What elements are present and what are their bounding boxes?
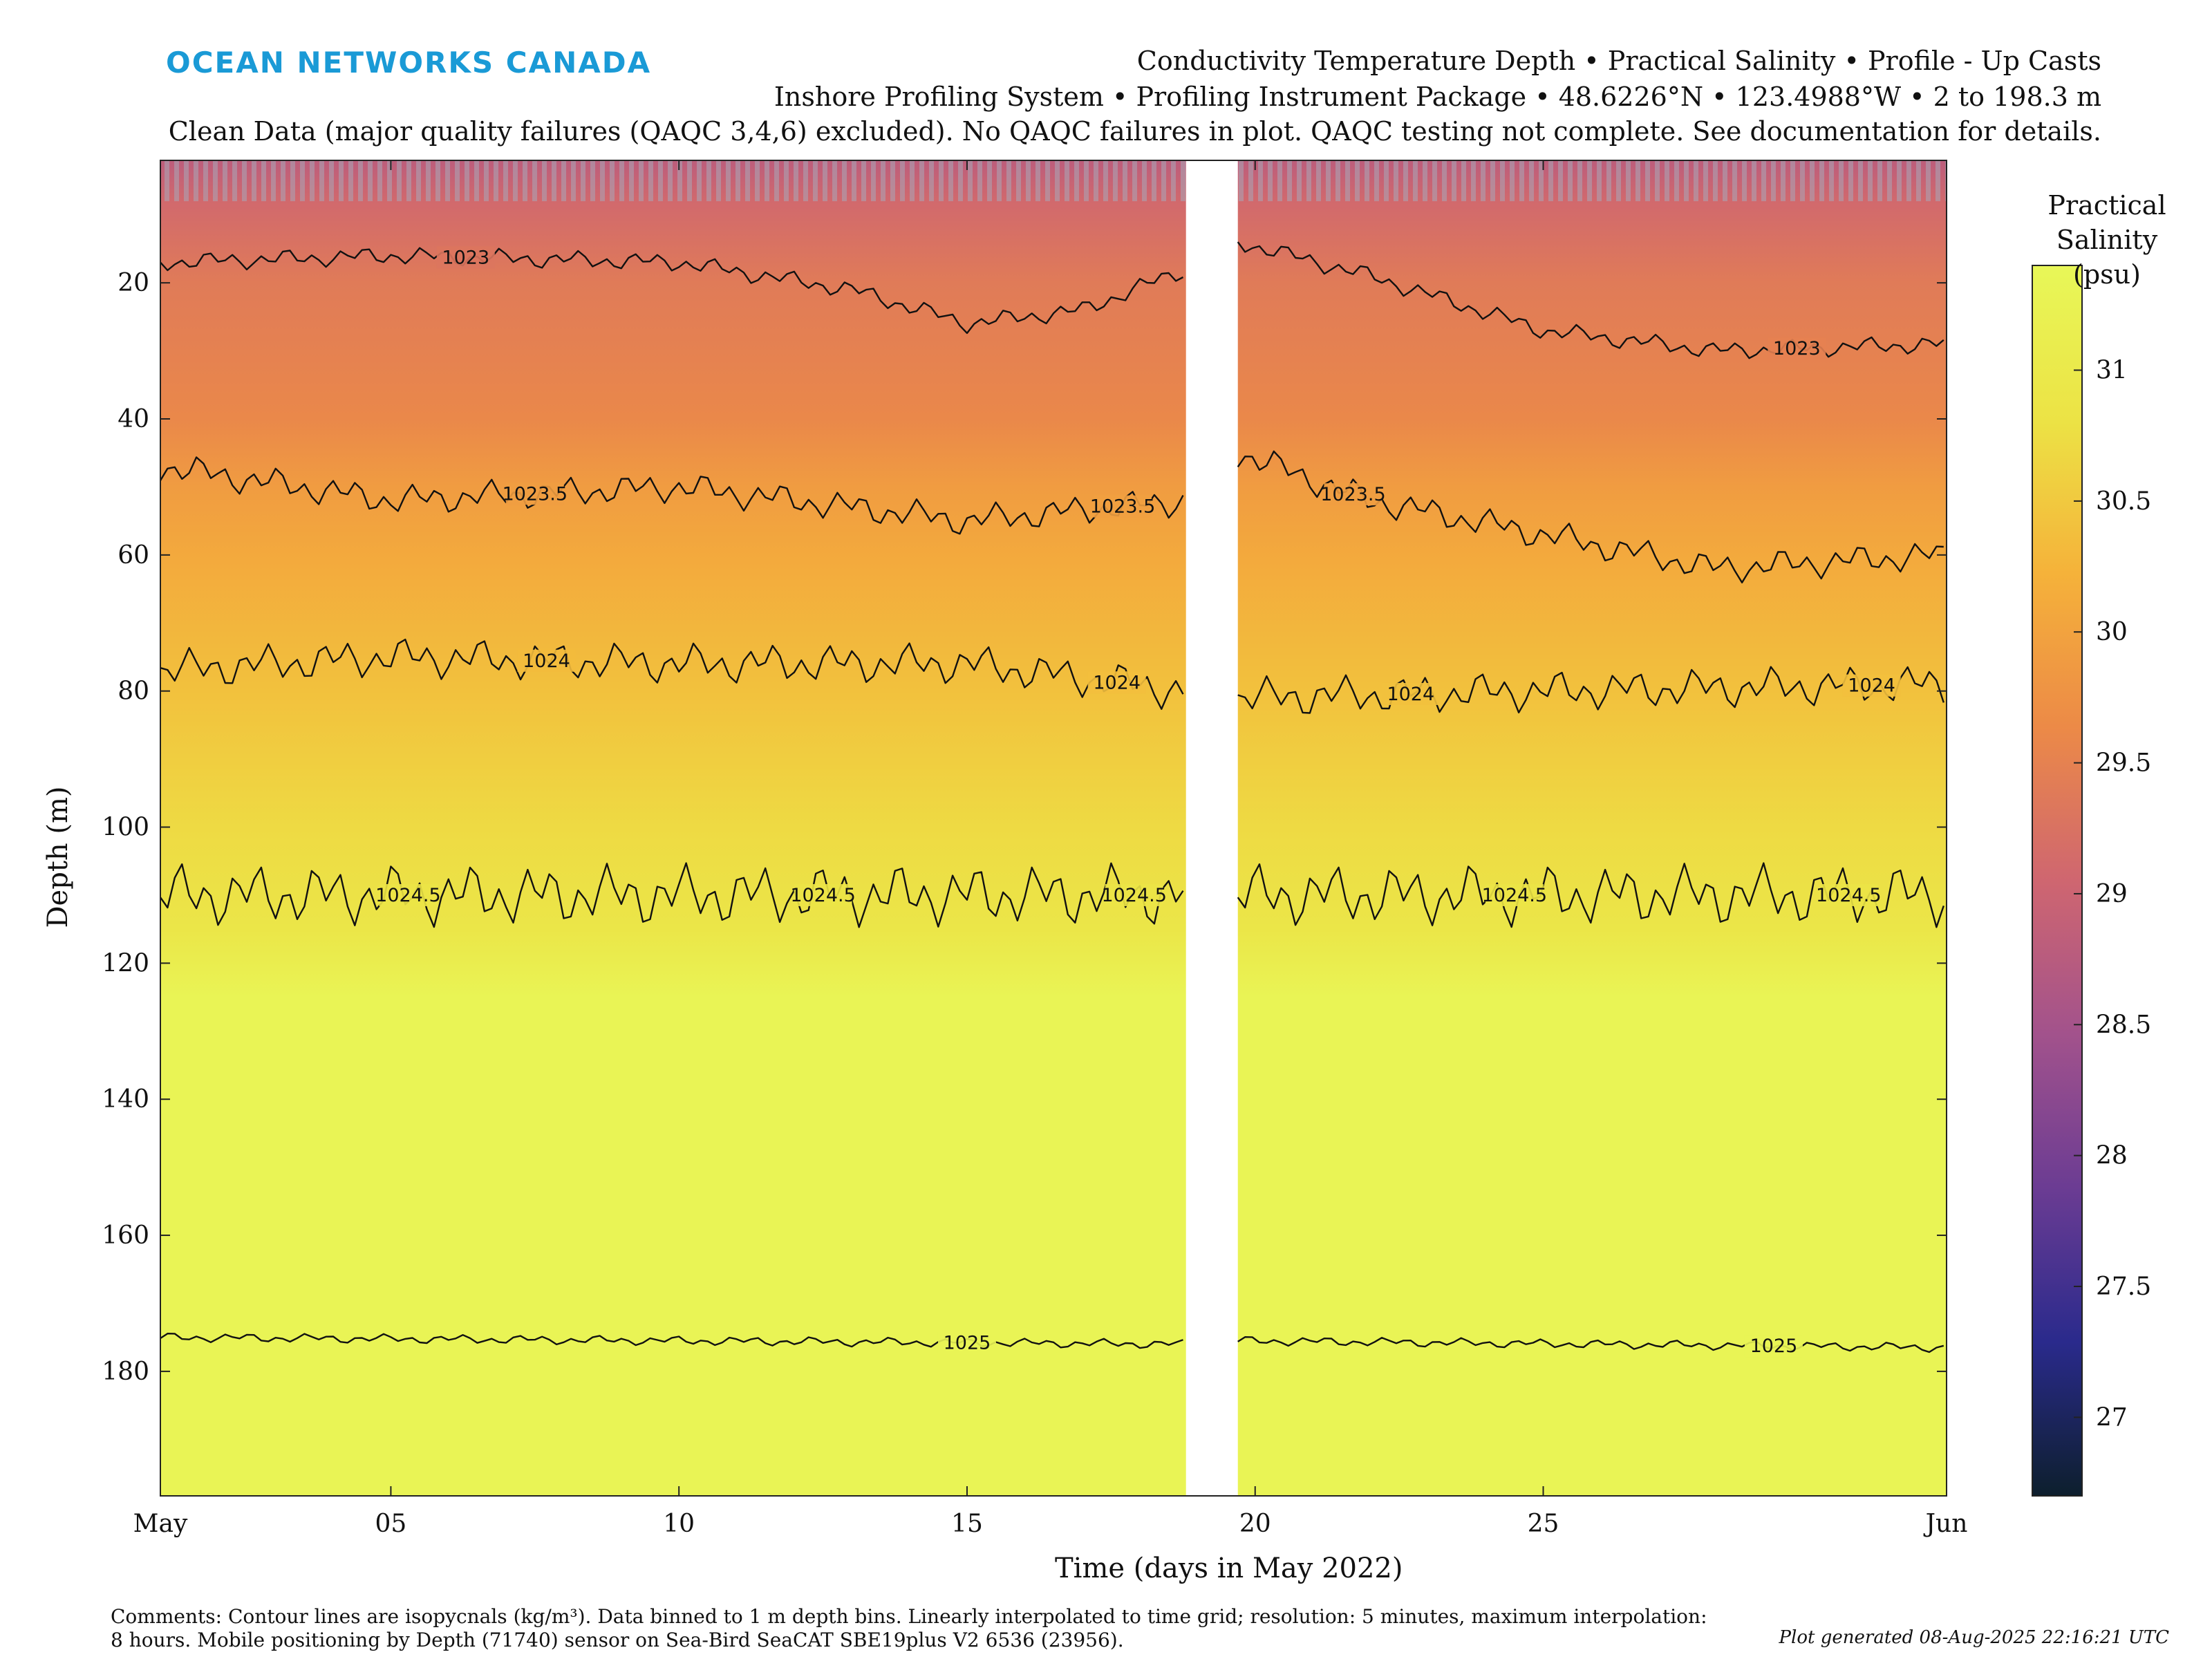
- y-tick-label: 140: [102, 1085, 149, 1114]
- x-axis-title: Time (days in May 2022): [1055, 1553, 1403, 1584]
- x-tick-label: 20: [1239, 1510, 1271, 1538]
- isopycnal-line: [160, 1333, 1183, 1349]
- contour-label: 1023.5: [503, 483, 568, 505]
- contour-label-mask: [1105, 883, 1163, 906]
- contour-label-mask: [1485, 883, 1544, 906]
- contour-label: 1024.5: [1482, 885, 1547, 906]
- chart-title-line-3: Clean Data (major quality failures (QAQC…: [168, 116, 2101, 147]
- contour-label-mask: [505, 482, 564, 505]
- contour-label: 1023.5: [1320, 484, 1385, 505]
- contour-label: 1024: [1848, 675, 1895, 697]
- contour-label: 1024.5: [1101, 885, 1166, 906]
- contour-label: 1024: [1093, 672, 1141, 693]
- colorbar-tick-label: 30.5: [2096, 487, 2151, 516]
- colorbar-scale: [2032, 265, 2083, 1497]
- contour-label-mask: [1381, 682, 1440, 705]
- contour-label: 1025: [944, 1332, 991, 1353]
- plot-frame: [160, 160, 1947, 1497]
- salinity-field: [160, 160, 1947, 1496]
- x-tick-label: 10: [663, 1510, 695, 1538]
- isopycnal-line: [1237, 450, 1944, 583]
- contour-label-mask: [1819, 883, 1878, 906]
- y-axis-title: Depth (m): [42, 786, 74, 928]
- contour-label: 1024.5: [790, 885, 855, 906]
- y-tick-label: 80: [118, 677, 149, 706]
- isopycnal-line: [1237, 666, 1944, 714]
- y-tick-label: 60: [118, 541, 149, 570]
- colorbar-tick-label: 29: [2096, 880, 2128, 908]
- contour-label-mask: [517, 649, 576, 672]
- x-tick-label: 05: [375, 1510, 407, 1538]
- x-tick-label: Jun: [1923, 1510, 1968, 1538]
- contour-label-mask: [436, 246, 495, 269]
- contour-label-mask: [794, 883, 852, 906]
- contour-label-mask: [1087, 671, 1146, 694]
- plot-comments: Comments: Contour lines are isopycnals (…: [111, 1605, 1811, 1652]
- time-axis: May 05 10 15 20 25 Jun: [133, 160, 1968, 1538]
- contour-label: 1025: [1750, 1335, 1798, 1357]
- colorbar: 27 27.5 28 28.5 29 29.5 30 30.5 31: [2032, 265, 2151, 1497]
- data-gap: [1185, 160, 1238, 1496]
- colorbar-tick-label: 29.5: [2096, 749, 2151, 778]
- surface-interpolation-band: [160, 160, 1947, 202]
- colorbar-tick-label: 28.5: [2096, 1011, 2151, 1039]
- contour-label: 1024: [523, 650, 570, 672]
- y-tick-label: 40: [118, 405, 149, 433]
- isopycnal-line: [160, 456, 1184, 535]
- contour-label: 1023: [1773, 338, 1821, 359]
- isopycnal-line: [160, 247, 1184, 335]
- plot-generated-timestamp: Plot generated 08-Aug-2025 22:16:21 UTC: [1779, 1627, 2169, 1648]
- contour-label-mask: [1094, 495, 1152, 518]
- depth-axis: 20 40 60 80 100 120 140 160 180: [102, 269, 1947, 1386]
- ocean-networks-canada-logo: OCEAN NETWORKS CANADA: [166, 46, 652, 79]
- chart-title-line-1: Conductivity Temperature Depth • Practic…: [1136, 46, 2101, 76]
- y-tick-label: 160: [102, 1221, 149, 1250]
- y-tick-label: 180: [102, 1358, 149, 1386]
- contour-label-mask: [1768, 337, 1826, 360]
- isopycnal-line: [160, 638, 1184, 710]
- colorbar-tick-label: 27.5: [2096, 1273, 2151, 1301]
- chart-title-line-2: Inshore Profiling System • Profiling Ins…: [774, 82, 2101, 112]
- isopycnal-contours: 1023 1023 1023.5 1023.5 1023.5 1024 1024 1024 10…: [160, 241, 1944, 1358]
- contour-label: 1023.5: [1090, 496, 1155, 518]
- comments-line-2: 8 hours. Mobile positioning by Depth (71…: [111, 1629, 1124, 1651]
- contour-label: 1024: [1387, 684, 1434, 705]
- contour-label: 1024.5: [375, 885, 440, 906]
- contour-label-mask: [1324, 483, 1382, 506]
- contour-label-mask: [1842, 674, 1901, 697]
- colorbar-tick-label: 27: [2096, 1403, 2128, 1432]
- y-tick-label: 100: [102, 814, 149, 842]
- contour-label-mask: [1744, 1335, 1803, 1358]
- x-tick-label: May: [133, 1510, 188, 1538]
- contour-label: 1023: [442, 247, 489, 268]
- y-tick-label: 20: [118, 269, 149, 297]
- isopycnal-line: [1237, 241, 1944, 359]
- isopycnal-line: [160, 862, 1184, 928]
- plot-area: [160, 160, 1947, 1496]
- y-tick-label: 120: [102, 949, 149, 977]
- contour-label: 1024.5: [1816, 885, 1881, 906]
- contour-label-mask: [937, 1331, 996, 1354]
- colorbar-tick-label: 28: [2096, 1142, 2128, 1170]
- x-tick-label: 15: [951, 1510, 983, 1538]
- colorbar-tick-label: 30: [2096, 618, 2128, 646]
- contour-label-mask: [379, 883, 438, 906]
- comments-line-1: Comments: Contour lines are isopycnals (…: [111, 1605, 1707, 1628]
- isopycnal-line: [1237, 1336, 1944, 1353]
- colorbar-title: Practical Salinity (psu): [2047, 190, 2166, 290]
- colorbar-tick-label: 31: [2096, 356, 2128, 384]
- x-tick-label: 25: [1528, 1510, 1559, 1538]
